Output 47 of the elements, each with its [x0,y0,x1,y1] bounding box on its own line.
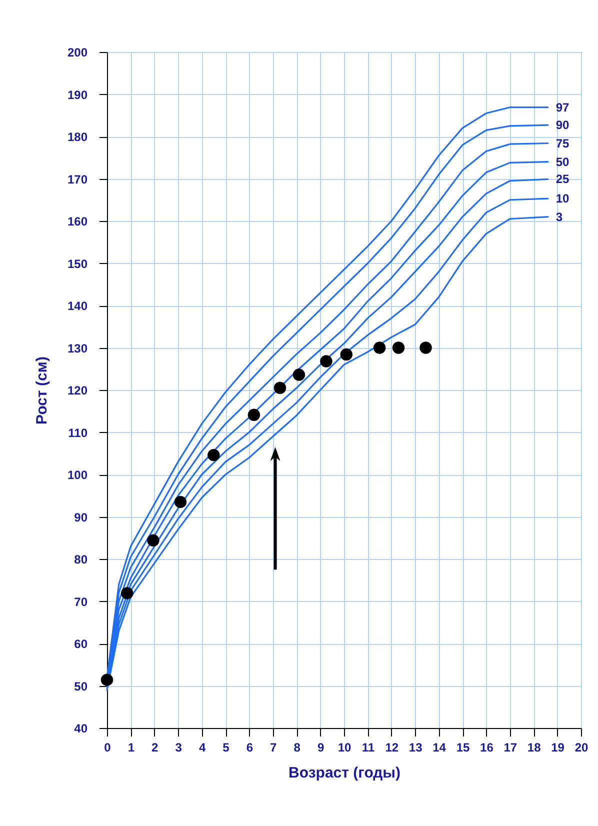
y-tick-label: 50 [74,679,88,694]
series-label: 10 [556,192,570,206]
x-tick-label: 17 [504,740,518,754]
x-tick-label: 10 [338,740,352,754]
x-axis-title: Возраст (годы) [288,764,400,782]
y-axis-title: Рост (см) [33,356,50,424]
y-tick-label: 180 [67,130,88,144]
y-tick-label: 40 [74,722,88,736]
x-tick-label: 0 [104,740,112,754]
series-label: 25 [556,172,570,186]
x-tick-label: 5 [222,740,230,754]
x-tick-label: 11 [362,740,375,754]
y-tick-label: 120 [67,384,88,398]
y-tick-label: 190 [67,88,88,102]
y-tick-label: 130 [67,341,88,356]
y-tick-label: 90 [74,510,88,524]
y-tick-label: 140 [67,299,88,313]
series-label: 3 [556,210,563,224]
x-tick-label: 7 [270,740,278,754]
x-tick-label: 19 [551,740,565,754]
y-tick-label: 80 [74,552,88,566]
x-tick-label: 13 [408,740,423,754]
x-tick-label: 9 [317,740,324,754]
y-tick-label: 160 [67,214,88,228]
x-tick-label: 1 [128,740,135,754]
x-tick-label: 14 [432,740,446,754]
y-tick-label: 70 [74,594,88,609]
y-tick-label: 150 [67,256,88,271]
x-tick-label: 20 [574,740,588,754]
x-tick-label: 4 [198,740,206,754]
x-tick-label: 12 [385,740,399,754]
x-tick-label: 3 [175,740,182,754]
x-tick-label: 15 [456,740,470,754]
y-tick-label: 60 [74,637,88,651]
y-tick-label: 170 [67,172,88,186]
series-label: 50 [556,154,570,169]
x-tick-label: 2 [152,740,159,754]
series-label: 90 [556,118,570,132]
y-tick-label: 100 [67,468,88,482]
x-tick-label: 18 [527,740,542,754]
x-tick-label: 8 [294,740,301,754]
y-tick-label: 110 [68,426,88,440]
y-tick-label: 200 [67,46,88,60]
x-tick-label: 16 [480,740,494,754]
series-label: 75 [556,136,570,150]
series-label: 97 [556,100,570,114]
x-tick-label: 6 [246,740,254,754]
